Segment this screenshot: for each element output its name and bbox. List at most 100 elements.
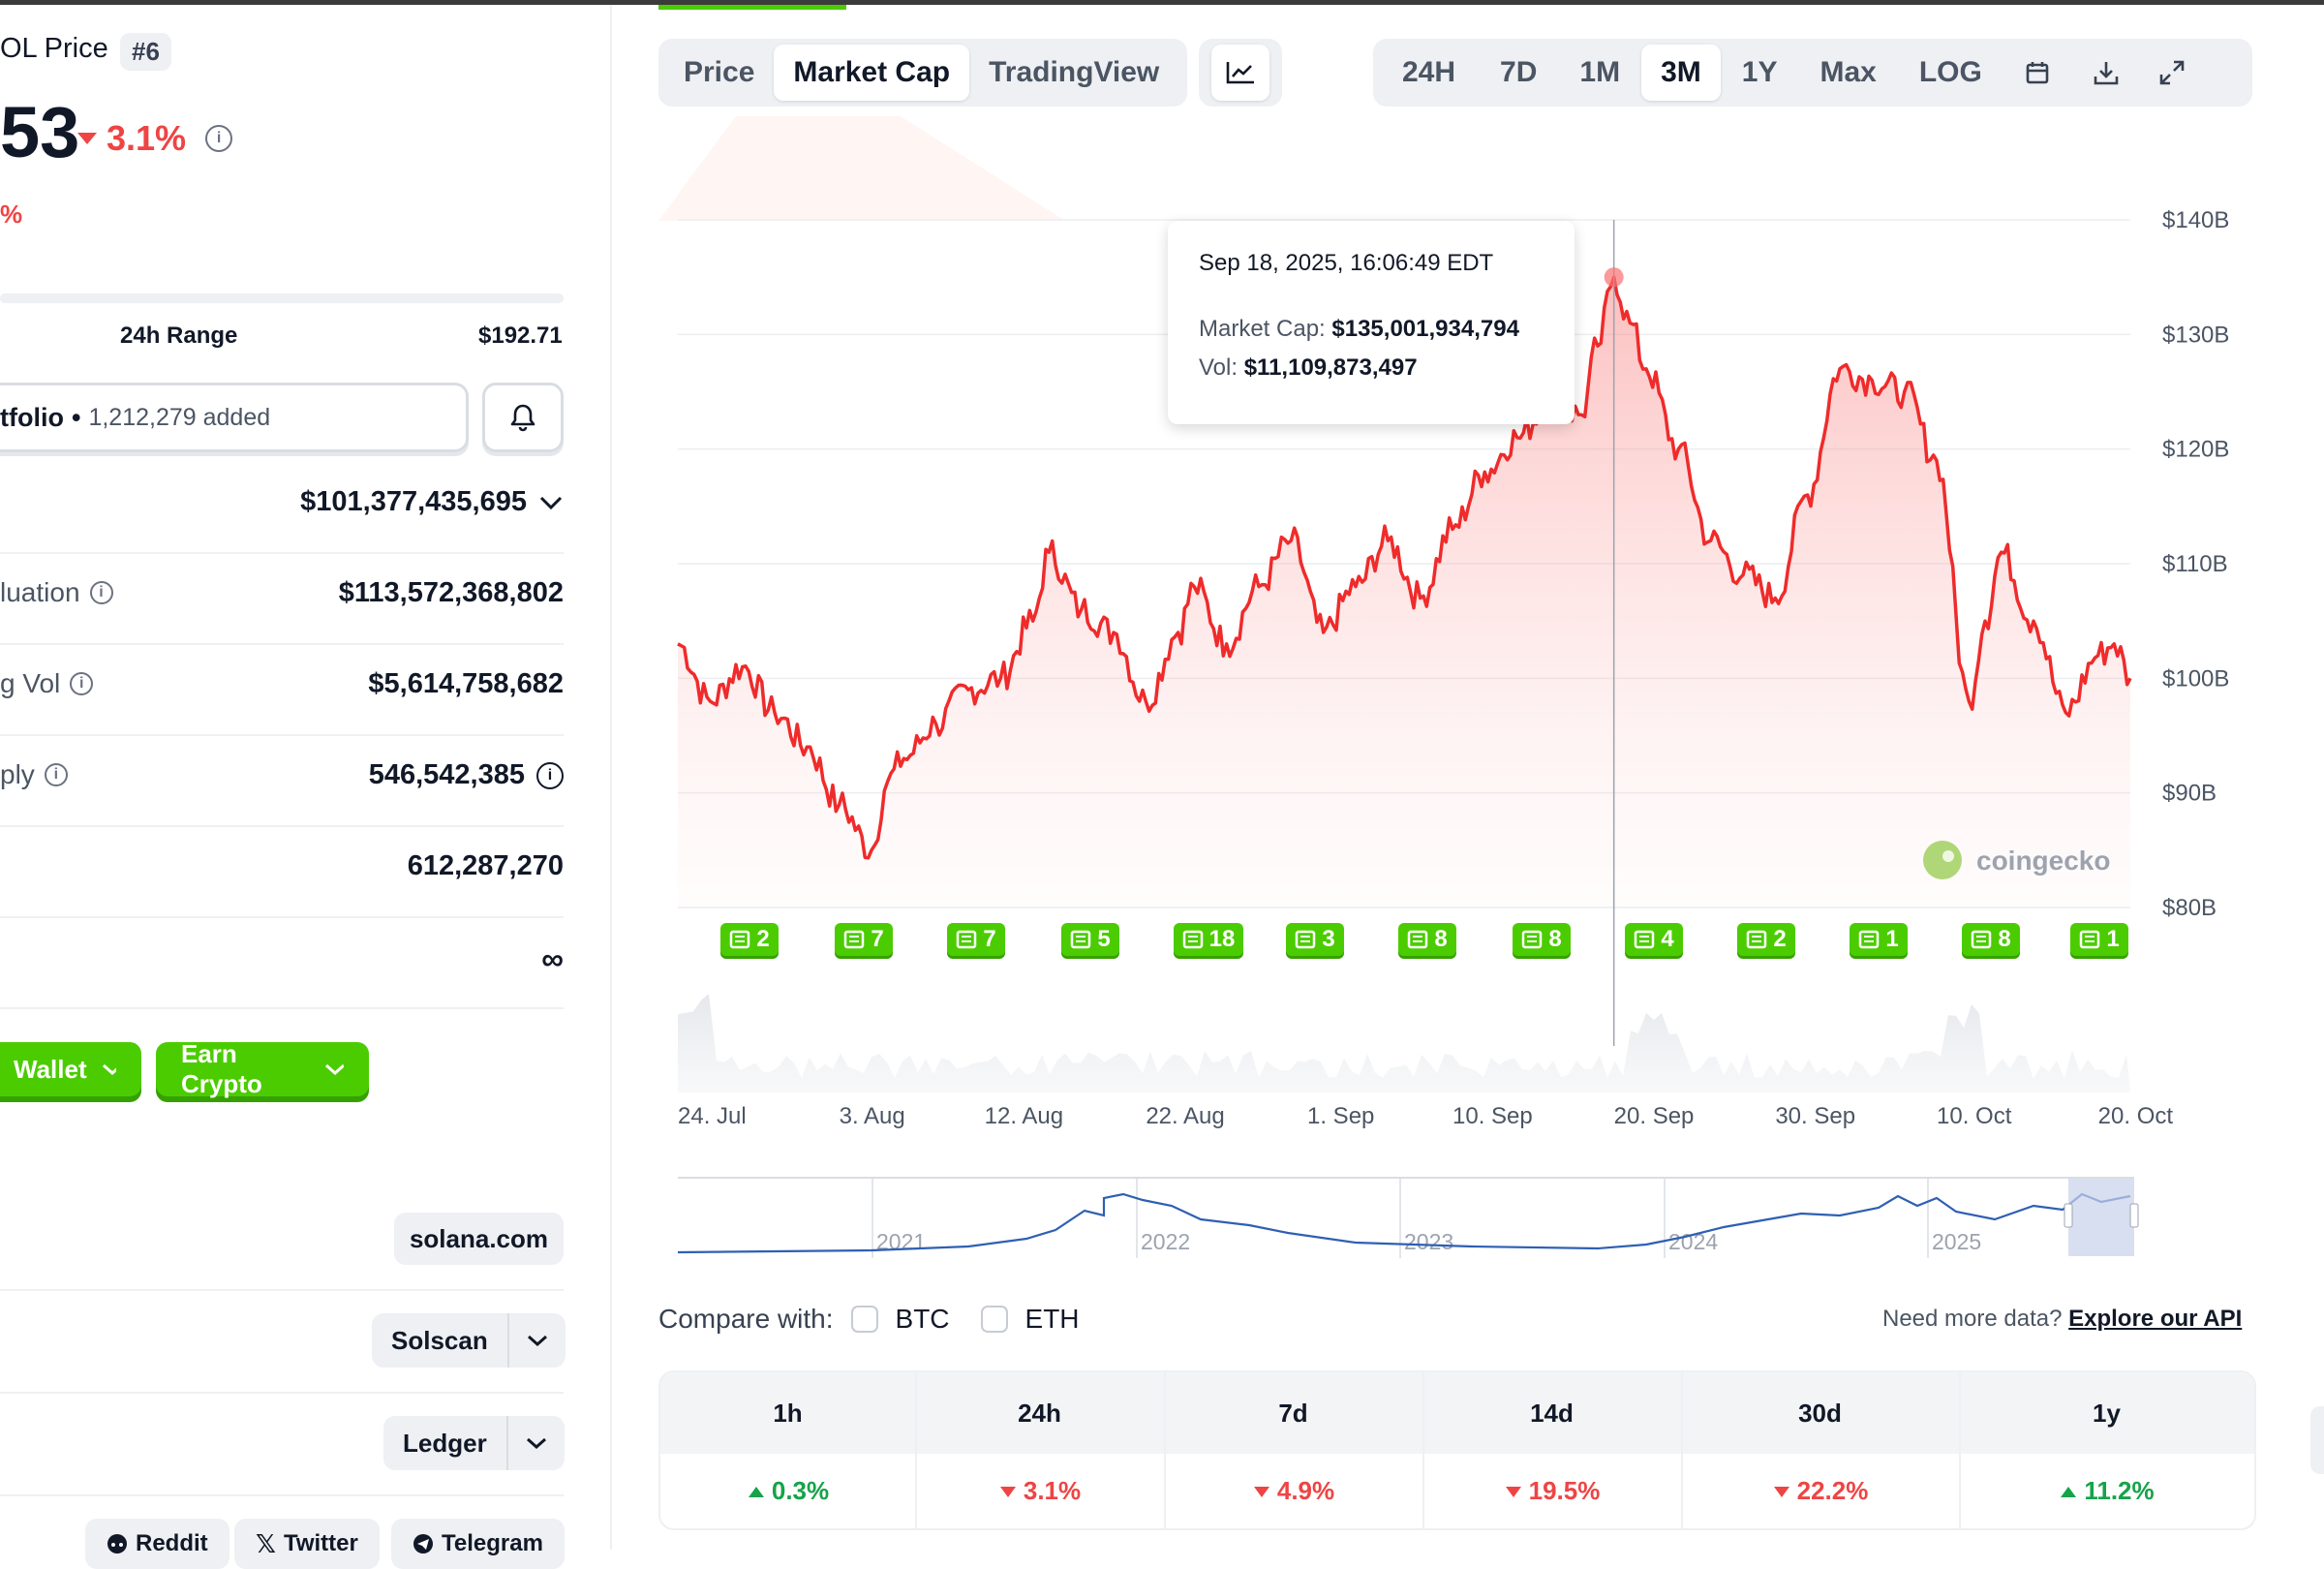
coin-info-panel xyxy=(0,5,612,1550)
column-divider xyxy=(1681,1372,1683,1528)
line-chart-button[interactable] xyxy=(1211,45,1269,101)
range-log[interactable]: LOG xyxy=(1918,56,1982,88)
news-marker[interactable]: 7 xyxy=(947,923,1005,956)
caret-down-icon xyxy=(1505,1486,1521,1497)
chevron-down-icon xyxy=(102,1063,116,1076)
tooltip-date: Sep 18, 2025, 16:06:49 EDT xyxy=(1199,250,1494,276)
range-7d[interactable]: 7D xyxy=(1500,56,1538,88)
max-supply-value: ∞ xyxy=(541,941,564,976)
date-picker-button[interactable] xyxy=(2003,45,2071,101)
tab-indicator xyxy=(658,5,846,10)
news-icon xyxy=(957,930,977,949)
range-1y[interactable]: 1Y xyxy=(1741,56,1778,88)
news-marker[interactable]: 8 xyxy=(1962,923,2020,956)
perf-header-1y: 1y xyxy=(2093,1398,2121,1428)
news-marker[interactable]: 1 xyxy=(1850,923,1908,956)
perf-header-30d: 30d xyxy=(1798,1398,1842,1428)
market-cap-chart[interactable]: $140B $130B $120B $110B $100B $90B $80B 24. Ju… xyxy=(658,116,2324,1191)
fullscreen-button[interactable] xyxy=(2141,45,2203,101)
caret-down-icon xyxy=(1773,1486,1789,1497)
column-divider xyxy=(1422,1372,1424,1528)
news-marker[interactable]: 4 xyxy=(1625,923,1683,956)
explorer-dropdown[interactable]: Solscan xyxy=(372,1313,566,1368)
navigator-handle-left[interactable] xyxy=(2064,1203,2073,1228)
x-tick-label: 1. Sep xyxy=(1307,1103,1374,1129)
range-24h[interactable]: 24H xyxy=(1402,56,1456,88)
perf-value-14d: 19.5% xyxy=(1422,1454,1681,1528)
news-marker[interactable]: 8 xyxy=(1513,923,1571,956)
line-chart-icon xyxy=(1226,62,1254,84)
range-1m[interactable]: 1M xyxy=(1579,56,1621,88)
compare-eth-checkbox[interactable] xyxy=(980,1306,1008,1333)
explorer-label: Solscan xyxy=(391,1325,488,1355)
add-to-portfolio-button[interactable]: tfolio • 1,212,279 added xyxy=(0,383,469,452)
download-button[interactable] xyxy=(2071,45,2141,101)
navigator-handle-right[interactable] xyxy=(2129,1203,2139,1228)
chevron-down-icon xyxy=(324,1063,344,1076)
x-tick-label: 10. Oct xyxy=(1937,1103,2012,1129)
navigator-window[interactable] xyxy=(2068,1179,2134,1256)
news-marker[interactable]: 2 xyxy=(720,923,779,956)
news-icon xyxy=(1296,930,1316,949)
reddit-link[interactable]: Reddit xyxy=(85,1519,229,1569)
price-value: 53 xyxy=(0,92,80,172)
telegram-link[interactable]: Telegram xyxy=(391,1519,565,1569)
chart-type-tabs: Price Market Cap TradingView xyxy=(658,39,1187,107)
volume-value: $5,614,758,682 xyxy=(368,668,564,699)
tab-tradingview[interactable]: TradingView xyxy=(989,56,1160,88)
portfolio-label: tfolio xyxy=(0,402,64,432)
portfolio-added: 1,212,279 added xyxy=(88,403,271,431)
selection-highlight xyxy=(658,116,1065,221)
perf-value-24h: 3.1% xyxy=(915,1454,1164,1528)
caret-down-icon xyxy=(77,133,97,144)
range-max[interactable]: Max xyxy=(1819,56,1877,88)
api-prompt: Need more data? Explore our API xyxy=(1882,1306,2243,1332)
range-navigator[interactable]: 2021 2022 2023 2024 2025 xyxy=(678,1177,2140,1258)
news-marker[interactable]: 5 xyxy=(1061,923,1119,956)
wallets-dropdown[interactable]: Ledger xyxy=(383,1416,565,1470)
stat-row-fdv: luation i $113,572,368,802 xyxy=(0,554,564,645)
x-tick-label: 20. Oct xyxy=(2098,1103,2174,1129)
price-alert-button[interactable] xyxy=(482,383,564,452)
news-marker[interactable]: 7 xyxy=(835,923,893,956)
news-marker[interactable]: 3 xyxy=(1286,923,1344,956)
stat-row-total-supply: 612,287,270 xyxy=(0,827,564,918)
perf-value-1y: 11.2% xyxy=(1959,1454,2254,1528)
twitter-link[interactable]: 𝕏 Twitter xyxy=(234,1519,380,1569)
calendar-icon xyxy=(2026,62,2049,84)
total-supply-value: 612,287,270 xyxy=(407,850,564,881)
range-3m[interactable]: 3M xyxy=(1641,45,1721,101)
earn-crypto-dropdown-button[interactable]: Earn Crypto xyxy=(156,1039,369,1098)
x-tick-label: 22. Aug xyxy=(1146,1103,1224,1129)
news-marker[interactable]: 8 xyxy=(1398,923,1456,956)
market-cap-line xyxy=(677,275,2132,860)
compare-btc-checkbox[interactable] xyxy=(850,1306,878,1333)
x-tick-label: 24. Jul xyxy=(678,1103,747,1129)
news-marker[interactable]: 1 xyxy=(2070,923,2128,956)
side-handle[interactable] xyxy=(2310,1406,2324,1474)
wallet-dropdown-button[interactable]: Wallet xyxy=(0,1042,141,1096)
news-marker[interactable]: 2 xyxy=(1737,923,1795,956)
info-icon[interactable]: i xyxy=(44,763,68,786)
tab-market-cap[interactable]: Market Cap xyxy=(774,45,970,101)
tab-price[interactable]: Price xyxy=(684,56,755,88)
info-icon[interactable]: i xyxy=(536,761,564,789)
explore-api-link[interactable]: Explore our API xyxy=(2068,1306,2243,1332)
news-icon xyxy=(730,930,750,949)
navigator-line xyxy=(678,1192,2131,1254)
stat-row-market-cap: $101,377,435,695 xyxy=(0,463,564,554)
perf-value-1h: 0.3% xyxy=(660,1454,915,1528)
top-bar xyxy=(0,0,2324,5)
info-icon[interactable]: i xyxy=(205,125,233,152)
perf-header-14d: 14d xyxy=(1530,1398,1574,1428)
info-icon[interactable]: i xyxy=(70,672,94,695)
info-icon[interactable]: i xyxy=(89,581,113,604)
news-marker[interactable]: 18 xyxy=(1174,923,1243,956)
market-cap-value[interactable]: $101,377,435,695 xyxy=(300,486,564,518)
y-tick-label: $90B xyxy=(2162,781,2217,807)
range-high: $192.71 xyxy=(478,323,563,349)
news-icon xyxy=(1747,930,1767,949)
perf-header-1h: 1h xyxy=(773,1398,803,1428)
telegram-icon xyxy=(413,1534,433,1554)
website-link[interactable]: solana.com xyxy=(394,1213,564,1265)
